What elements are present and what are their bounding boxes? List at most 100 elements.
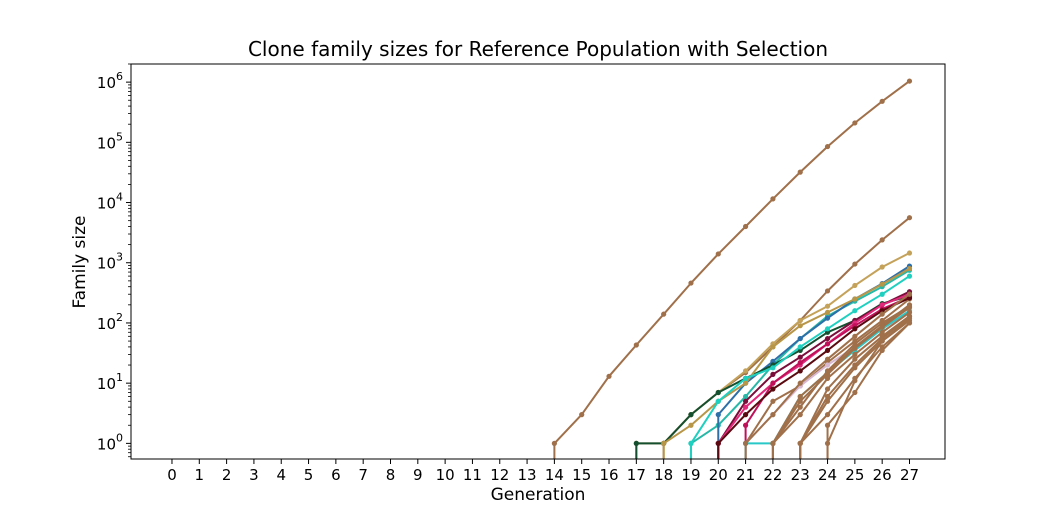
data-point	[824, 335, 831, 342]
data-point	[688, 280, 694, 286]
data-point	[797, 368, 803, 374]
data-point	[661, 311, 667, 317]
data-point	[770, 371, 776, 377]
data-point	[633, 342, 639, 348]
data-point	[824, 375, 831, 381]
data-point	[852, 326, 858, 332]
data-point	[661, 440, 667, 446]
x-tick-label: 18	[654, 466, 673, 484]
series-7	[688, 273, 913, 459]
x-tick-label: 4	[276, 466, 286, 484]
data-point	[852, 362, 858, 368]
data-point	[742, 380, 749, 386]
data-point	[770, 344, 776, 350]
data-point	[770, 386, 776, 392]
x-tick-label: 10	[436, 466, 455, 484]
data-point	[770, 412, 776, 418]
y-tick-label: 100	[97, 431, 123, 453]
data-point	[770, 358, 776, 364]
data-point	[742, 440, 749, 446]
data-point	[797, 169, 803, 175]
x-tick-label: 20	[709, 466, 728, 484]
x-tick-label: 12	[490, 466, 509, 484]
x-tick-label: 23	[791, 466, 810, 484]
data-point	[906, 215, 913, 221]
data-point	[852, 282, 858, 289]
data-point	[906, 313, 913, 319]
data-point	[852, 356, 858, 362]
data-point	[824, 412, 831, 418]
series-12	[715, 295, 913, 459]
series-23	[742, 291, 913, 459]
data-point	[906, 295, 913, 301]
x-axis-title: Generation	[491, 485, 586, 505]
data-point	[606, 373, 612, 379]
series-6	[661, 265, 913, 459]
data-point	[879, 347, 885, 354]
data-point	[879, 237, 885, 243]
series-line	[826, 322, 911, 426]
series-0	[551, 78, 913, 459]
data-point	[852, 120, 858, 126]
data-point	[824, 393, 831, 400]
x-tick-label: 19	[681, 466, 700, 484]
series-line	[772, 305, 911, 445]
series-line	[663, 267, 910, 445]
data-point	[715, 251, 721, 257]
data-point	[879, 329, 885, 335]
y-tick-label: 101	[97, 371, 123, 393]
data-point	[824, 143, 831, 150]
data-point	[688, 440, 694, 446]
data-point	[852, 308, 858, 314]
x-tick-label: 3	[249, 466, 259, 484]
data-point	[742, 422, 749, 428]
data-point	[824, 288, 831, 294]
x-tick-label: 7	[358, 466, 368, 484]
x-tick-label: 14	[545, 466, 564, 484]
data-point	[879, 311, 885, 317]
x-tick-label: 27	[900, 466, 919, 484]
x-tick-label: 17	[627, 466, 646, 484]
data-point	[742, 412, 749, 418]
data-point	[797, 440, 803, 446]
data-point	[906, 250, 913, 256]
x-tick-label: 13	[518, 466, 537, 484]
data-point	[824, 386, 831, 392]
x-tick-label: 2	[222, 466, 232, 484]
data-point	[715, 398, 721, 404]
data-point	[824, 341, 831, 347]
x-tick-label: 0	[167, 466, 177, 484]
x-tick-label: 11	[463, 466, 482, 484]
data-point	[715, 440, 721, 446]
chart-title: Clone family sizes for Reference Populat…	[248, 37, 828, 61]
data-point	[633, 440, 639, 446]
data-point	[742, 393, 749, 400]
series-line	[772, 306, 911, 444]
series-line	[553, 80, 911, 445]
data-point	[824, 356, 831, 362]
data-point	[824, 326, 831, 332]
data-point	[879, 302, 885, 308]
data-point	[770, 196, 776, 202]
data-point	[906, 78, 913, 84]
data-point	[824, 422, 831, 428]
data-point	[852, 345, 858, 351]
data-point	[797, 323, 803, 329]
data-point	[770, 365, 776, 371]
data-point	[852, 351, 858, 358]
data-point	[742, 404, 749, 410]
data-point	[742, 375, 749, 381]
data-point	[715, 412, 721, 418]
y-tick-label: 103	[97, 251, 123, 273]
data-point	[797, 412, 803, 418]
data-point	[879, 264, 885, 270]
data-point	[824, 347, 831, 354]
data-point	[879, 291, 885, 297]
data-point	[906, 304, 913, 311]
data-point	[770, 440, 776, 446]
data-point	[824, 303, 831, 309]
series-line	[772, 304, 911, 444]
x-tick-label: 6	[331, 466, 341, 484]
y-axis-title: Family size	[70, 215, 90, 308]
